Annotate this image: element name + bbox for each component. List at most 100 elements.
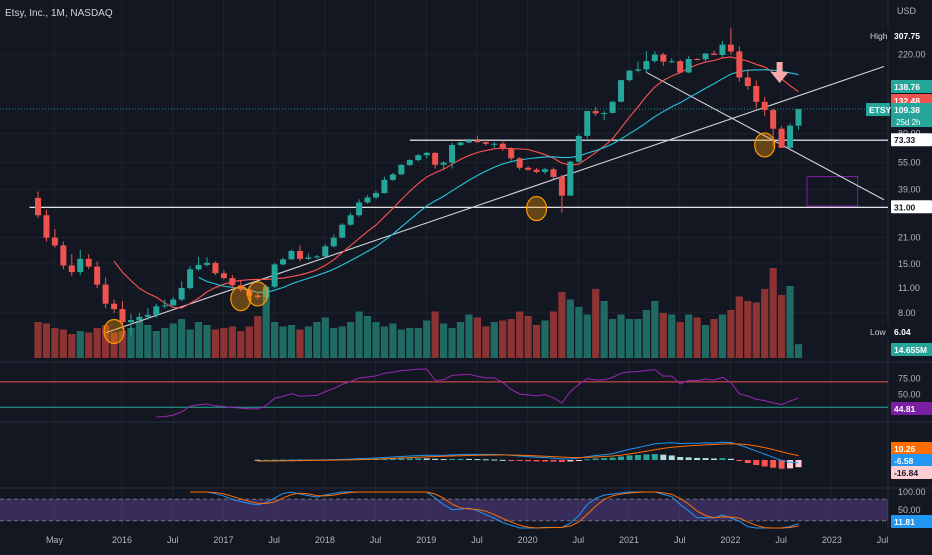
macd-histogram-bar — [440, 459, 447, 461]
macd-line-badge-text: -16.84 — [894, 468, 918, 478]
macd-histogram-bar — [398, 458, 405, 460]
level-lower-badge-bg — [891, 200, 932, 214]
candle-body — [356, 202, 363, 216]
candle-body — [643, 61, 650, 70]
candle-body — [322, 246, 329, 257]
last-price-badge: 109.38 — [891, 103, 932, 117]
candle-body — [508, 148, 515, 159]
macd-histogram-bar — [727, 458, 734, 460]
time-tick-label: 2023 — [822, 535, 842, 545]
macd-histogram-bar — [643, 454, 650, 460]
candles — [35, 28, 802, 335]
stoch-d-line — [190, 491, 799, 529]
macd-histogram-bar — [508, 460, 515, 461]
macd-histogram-bar — [787, 460, 794, 469]
volume-bar — [304, 326, 312, 358]
candle — [254, 291, 261, 300]
candle-body — [77, 258, 84, 273]
candle-body — [280, 259, 287, 265]
volume-bar — [575, 307, 583, 358]
volume-bar — [296, 329, 304, 358]
macd-histogram-bar — [651, 454, 658, 460]
candle — [229, 275, 236, 289]
candle — [127, 313, 134, 335]
trendline — [646, 71, 885, 201]
candle-body — [94, 266, 101, 285]
volume-bar — [93, 328, 101, 358]
volume-bar — [600, 301, 608, 358]
rsi-badge-bg — [891, 402, 932, 415]
macd-hist-badge-bg — [891, 454, 932, 467]
ma-slow-badge: 138.76 — [891, 80, 932, 93]
candle — [322, 244, 329, 258]
highlight-circle — [103, 318, 125, 345]
candle-body — [440, 162, 447, 165]
volume-bar — [499, 320, 507, 358]
moving-average-line — [198, 69, 799, 293]
volume-bar — [76, 331, 84, 358]
volume-bar — [490, 322, 498, 358]
volume-bar — [254, 316, 262, 358]
candle-body — [626, 70, 633, 81]
candle — [381, 176, 388, 194]
macd-histogram-bar — [677, 457, 684, 460]
candle-body — [449, 144, 456, 163]
time-tick-label: 2022 — [720, 535, 740, 545]
candle — [770, 108, 777, 147]
time-tick-label: 2017 — [213, 535, 233, 545]
signal-line — [257, 443, 799, 462]
volume-bar — [118, 331, 127, 358]
candle-body — [702, 53, 709, 60]
volume-bar — [566, 299, 574, 358]
candle — [373, 191, 379, 199]
volume-bar — [456, 322, 465, 358]
volume-bar — [634, 319, 642, 358]
last-price-badge-bg — [891, 103, 932, 117]
volume-bar — [423, 320, 431, 358]
stoch-badge-bg — [891, 515, 932, 528]
grid — [0, 0, 932, 530]
candle-body — [685, 58, 692, 73]
candle — [85, 254, 92, 270]
candle — [634, 61, 641, 73]
macd-histogram-bar — [609, 457, 616, 460]
candle — [111, 299, 118, 313]
macd-histogram-bar — [668, 455, 675, 460]
symbol-title: Etsy, Inc., 1M, NASDAQ — [5, 8, 113, 19]
highlight-circle — [247, 281, 269, 307]
candle-body — [533, 169, 540, 172]
macd-histogram-bar — [432, 458, 439, 460]
macd-histogram-bar — [761, 460, 768, 467]
candle-body — [254, 295, 261, 298]
candle — [778, 125, 785, 148]
candle-body — [677, 61, 684, 73]
macd-histogram-bar — [558, 460, 565, 462]
candle-body — [736, 51, 743, 78]
candle — [482, 139, 489, 146]
macd-histogram-bar — [770, 460, 777, 468]
volume-bar — [380, 326, 389, 358]
candle — [465, 138, 472, 144]
volume-bar — [330, 328, 338, 358]
highlight-circle — [230, 286, 252, 312]
candle-body — [482, 142, 489, 144]
volume-bar — [685, 314, 693, 358]
candle-body — [592, 111, 599, 114]
volume-bar — [51, 328, 59, 358]
candle — [406, 159, 413, 167]
candle-body — [102, 284, 109, 304]
candle — [305, 253, 312, 260]
candle — [787, 123, 794, 149]
rsi-line — [156, 368, 799, 418]
volume-bar — [642, 310, 650, 358]
candle-body — [220, 273, 227, 279]
macd-histogram-bar — [567, 460, 574, 462]
candle-body — [389, 174, 396, 180]
volume-bar — [592, 289, 600, 358]
volume-bar — [389, 323, 397, 358]
macd-histogram-bar — [491, 459, 498, 461]
volume-bar — [735, 296, 743, 358]
candle-body — [575, 135, 582, 162]
